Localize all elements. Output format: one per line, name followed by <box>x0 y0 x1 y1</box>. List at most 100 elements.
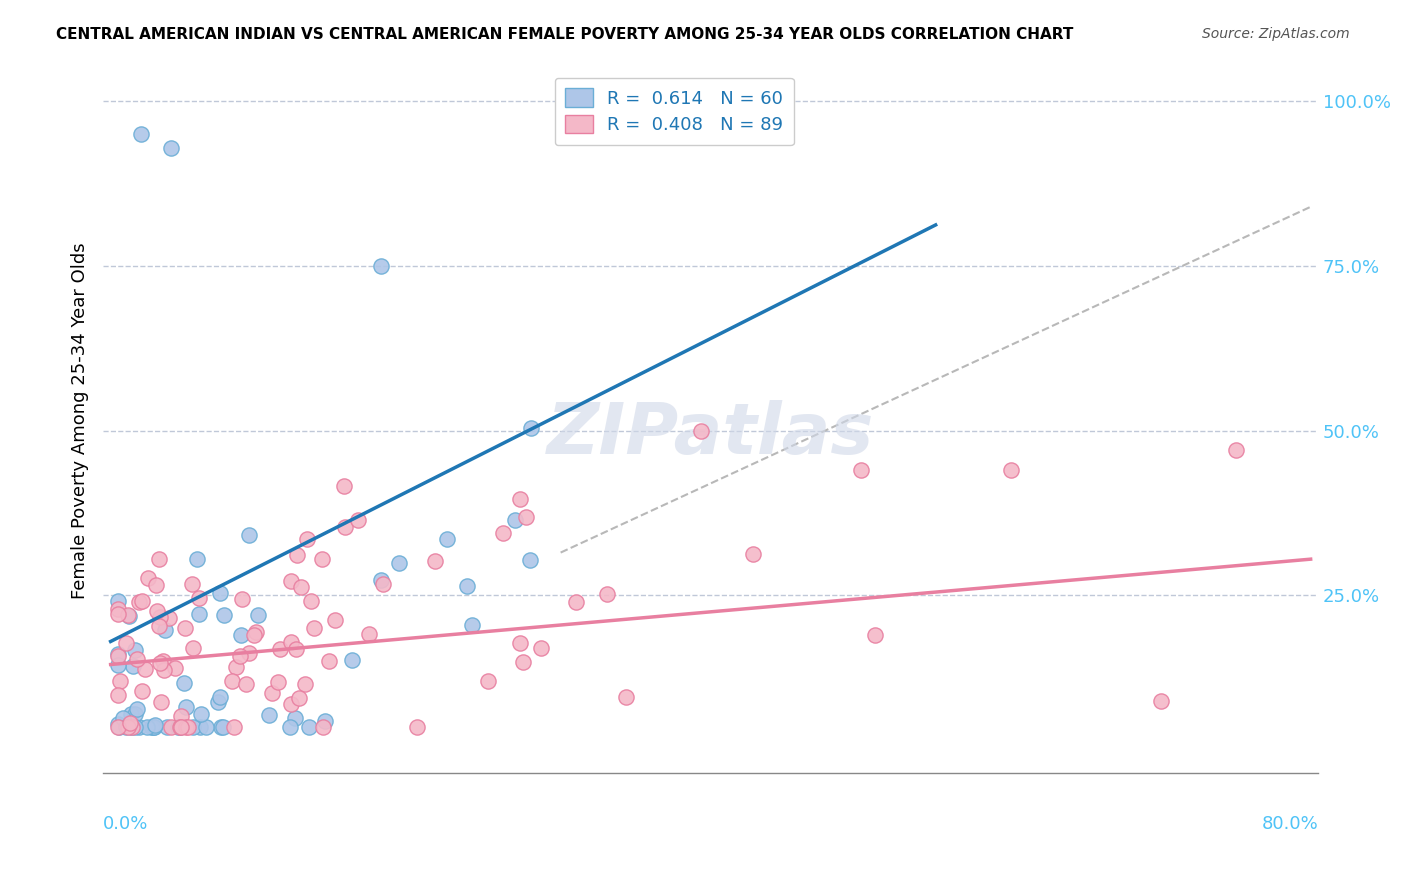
Point <box>284 642 307 657</box>
Point <box>107 689 129 703</box>
Point <box>107 716 129 731</box>
Point <box>1000 463 1022 477</box>
Point <box>509 492 531 507</box>
Point <box>188 720 211 734</box>
Point <box>209 586 232 600</box>
Point <box>243 627 266 641</box>
Point <box>520 421 543 435</box>
Point <box>284 711 307 725</box>
Point <box>299 594 322 608</box>
Point <box>149 695 172 709</box>
Point <box>186 551 208 566</box>
Point <box>187 591 209 605</box>
Point <box>425 554 447 568</box>
Point <box>318 654 340 668</box>
Point <box>124 706 146 721</box>
Point <box>155 623 177 637</box>
Point <box>1149 694 1171 708</box>
Point <box>225 660 247 674</box>
Point <box>370 573 392 587</box>
Point <box>181 641 204 656</box>
Text: CENTRAL AMERICAN INDIAN VS CENTRAL AMERICAN FEMALE POVERTY AMONG 25-34 YEAR OLDS: CENTRAL AMERICAN INDIAN VS CENTRAL AMERI… <box>56 27 1074 42</box>
Point <box>436 532 458 546</box>
Point <box>596 587 619 601</box>
Point <box>229 648 252 663</box>
Point <box>311 720 333 734</box>
Point <box>509 635 531 649</box>
Point <box>512 655 534 669</box>
Point <box>849 463 872 477</box>
Point <box>169 720 191 734</box>
Point <box>118 715 141 730</box>
Point <box>357 627 380 641</box>
Point <box>290 580 312 594</box>
Point <box>285 548 308 562</box>
Point <box>124 642 146 657</box>
Text: 0.0%: 0.0% <box>103 815 149 833</box>
Point <box>107 607 129 621</box>
Point <box>170 720 193 734</box>
Point <box>111 711 134 725</box>
Point <box>122 659 145 673</box>
Point <box>174 720 197 734</box>
Point <box>207 695 229 709</box>
Point <box>120 720 142 734</box>
Point <box>209 720 232 734</box>
Point <box>120 707 142 722</box>
Point <box>190 706 212 721</box>
Point <box>346 513 368 527</box>
Point <box>145 718 167 732</box>
Point <box>280 697 302 711</box>
Point <box>492 525 515 540</box>
Point <box>257 708 280 723</box>
Point <box>181 720 204 734</box>
Point <box>107 594 129 608</box>
Point <box>117 607 139 622</box>
Y-axis label: Female Poverty Among 25-34 Year Olds: Female Poverty Among 25-34 Year Olds <box>72 243 89 599</box>
Point <box>194 720 217 734</box>
Point <box>212 720 235 734</box>
Point <box>370 259 392 273</box>
Point <box>156 720 179 734</box>
Point <box>177 720 200 734</box>
Point <box>304 620 326 634</box>
Point <box>148 552 170 566</box>
Point <box>229 628 252 642</box>
Point <box>165 661 187 675</box>
Point <box>388 556 411 570</box>
Legend: R =  0.614   N = 60, R =  0.408   N = 89: R = 0.614 N = 60, R = 0.408 N = 89 <box>554 78 794 145</box>
Point <box>107 647 129 661</box>
Point <box>157 611 180 625</box>
Point <box>115 636 138 650</box>
Point <box>107 602 129 616</box>
Point <box>187 607 209 621</box>
Point <box>121 720 143 734</box>
Point <box>108 674 131 689</box>
Point <box>149 609 172 624</box>
Point <box>530 640 553 655</box>
Point <box>115 720 138 734</box>
Point <box>107 720 129 734</box>
Point <box>221 673 243 688</box>
Point <box>294 677 316 691</box>
Point <box>174 621 197 635</box>
Point <box>143 720 166 734</box>
Point <box>340 653 363 667</box>
Point <box>167 720 190 734</box>
Point <box>160 720 183 734</box>
Point <box>145 578 167 592</box>
Point <box>169 720 191 734</box>
Point <box>238 528 260 542</box>
Point <box>118 608 141 623</box>
Point <box>135 720 157 734</box>
Point <box>173 675 195 690</box>
Point <box>231 592 253 607</box>
Point <box>129 128 152 142</box>
Point <box>267 674 290 689</box>
Point <box>405 720 427 734</box>
Point <box>141 720 163 734</box>
Point <box>280 574 302 588</box>
Point <box>332 479 354 493</box>
Point <box>269 642 291 657</box>
Point <box>128 720 150 734</box>
